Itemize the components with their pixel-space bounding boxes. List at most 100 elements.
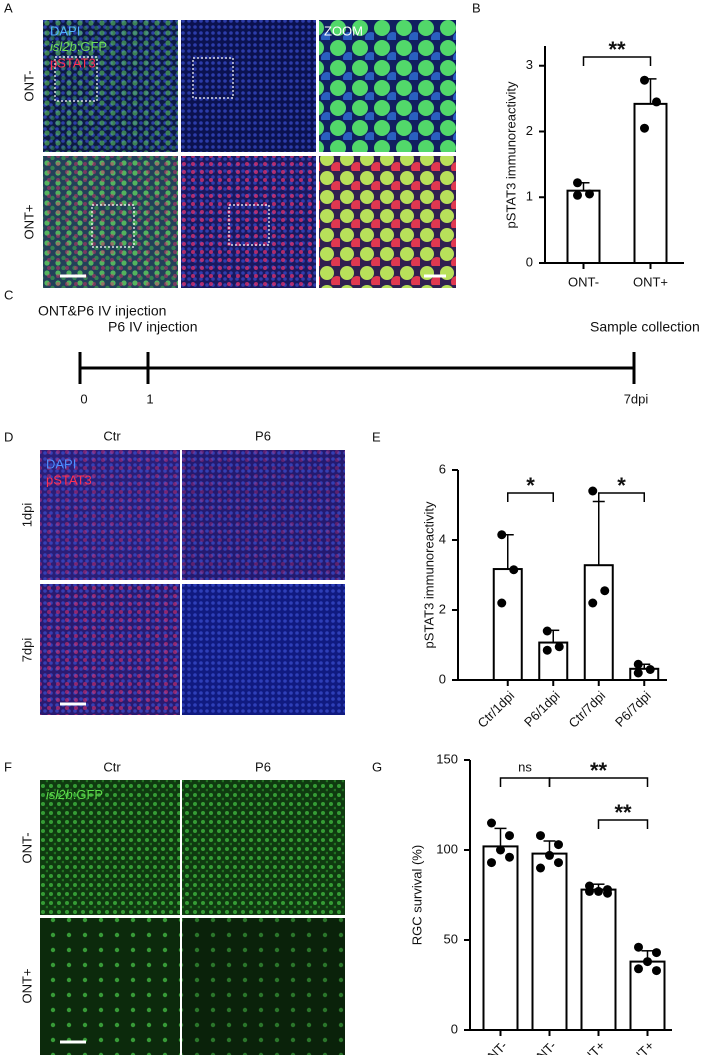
row-label: 7dpi — [19, 638, 34, 663]
y-tick-label: 2 — [439, 601, 446, 616]
data-point — [594, 886, 603, 896]
microscopy-a — [43, 20, 456, 288]
significance-label: ns — [518, 759, 532, 774]
data-point — [536, 863, 545, 873]
bar — [583, 564, 614, 682]
reporter: :GFP — [77, 39, 107, 54]
data-point — [652, 97, 661, 107]
gene: isl2b — [46, 787, 73, 802]
panel-letter: C — [4, 287, 13, 302]
channel-label: DAPI — [50, 23, 80, 38]
data-point — [645, 665, 655, 674]
data-point — [652, 948, 661, 958]
data-point — [640, 75, 649, 85]
event-label: Sample collection — [590, 319, 700, 335]
data-point — [588, 598, 598, 608]
column-label: P6 — [255, 759, 271, 774]
zoom-label: ZOOM — [324, 23, 363, 38]
data-point — [497, 530, 507, 540]
x-tick-label: ONT+ — [633, 274, 668, 289]
data-point — [505, 831, 514, 841]
gene: isl2b — [50, 39, 77, 54]
bar — [629, 960, 666, 1031]
x-tick-label: Ctr/1dpi — [474, 688, 517, 731]
data-point — [497, 598, 507, 608]
panel-letter: B — [472, 0, 481, 15]
significance-bracket — [507, 492, 554, 502]
data-point — [487, 858, 496, 868]
bar — [633, 102, 668, 264]
x-tick-label: P6/1dpi — [521, 688, 563, 730]
y-tick-label: 1 — [526, 189, 533, 204]
data-point — [554, 840, 563, 850]
y-tick-label: 50 — [444, 931, 458, 946]
panel-letter: A — [4, 0, 13, 15]
data-point — [542, 645, 552, 655]
significance-label: ** — [608, 37, 626, 62]
microscopy-d — [40, 450, 345, 715]
significance-bracket — [597, 819, 649, 829]
data-point — [542, 626, 552, 636]
significance-bracket — [598, 492, 645, 502]
significance-bracket — [548, 777, 649, 787]
significance-bracket — [582, 56, 652, 66]
y-tick-label: 100 — [436, 841, 458, 856]
panel-letter: D — [4, 429, 13, 444]
data-point — [634, 964, 643, 974]
bar — [492, 568, 523, 681]
x-tick-label: Ctr/ONT+ — [558, 1038, 608, 1055]
column-label: P6 — [255, 428, 271, 443]
channel-label: pSTAT3 — [46, 472, 92, 487]
significance-label: * — [526, 473, 535, 498]
data-point — [509, 565, 519, 575]
panel-letter: F — [4, 759, 12, 774]
x-tick-label: Ctr/7dpi — [565, 688, 608, 731]
y-tick-label: 6 — [439, 461, 446, 476]
data-point — [585, 886, 594, 896]
row-label: ONT+ — [21, 204, 36, 239]
row-label: ONT+ — [19, 968, 34, 1003]
data-point — [585, 189, 594, 199]
data-point — [545, 850, 554, 860]
data-point — [536, 831, 545, 841]
timeline — [78, 352, 636, 384]
data-point — [652, 966, 661, 976]
x-tick-label: P6/7dpi — [612, 688, 654, 730]
data-point — [573, 190, 582, 200]
bar — [566, 189, 601, 265]
y-tick-label: 0 — [526, 254, 533, 269]
significance-label: ** — [590, 758, 608, 783]
panel-letter: G — [372, 759, 382, 774]
data-point — [633, 668, 643, 678]
bar — [580, 888, 617, 1031]
data-point — [573, 178, 582, 188]
x-tick-label: Ctr/ONT- — [463, 1038, 510, 1055]
channel-label: pSTAT3 — [50, 55, 96, 70]
channel-label: isl2b:GFP — [50, 39, 107, 54]
data-point — [603, 888, 612, 898]
y-axis-label: pSTAT3 immunoreactivity — [421, 501, 436, 648]
data-point — [633, 659, 643, 669]
data-point — [588, 486, 598, 496]
column-label: Ctr — [103, 428, 121, 443]
event-label: P6 IV injection — [108, 319, 198, 335]
row-label: ONT- — [21, 70, 36, 101]
y-tick-label: 3 — [526, 57, 533, 72]
data-point — [600, 586, 610, 596]
data-point — [554, 642, 564, 652]
data-point — [554, 858, 563, 868]
bar — [531, 852, 568, 1031]
data-point — [634, 942, 643, 952]
x-tick-label: P6/ONT- — [513, 1038, 559, 1055]
data-point — [487, 818, 496, 828]
microscopy-f — [40, 780, 345, 1055]
reporter: :GFP — [73, 787, 103, 802]
channel-label: isl2b:GFP — [46, 787, 103, 802]
x-tick-label: ONT- — [568, 274, 599, 289]
y-axis-label: pSTAT3 immunoreactivity — [503, 81, 518, 228]
panel-letter: E — [372, 429, 381, 444]
timeline-tick: 1 — [146, 391, 153, 406]
x-tick-label: P6/ONT+ — [608, 1038, 657, 1055]
row-label: ONT- — [19, 832, 34, 863]
